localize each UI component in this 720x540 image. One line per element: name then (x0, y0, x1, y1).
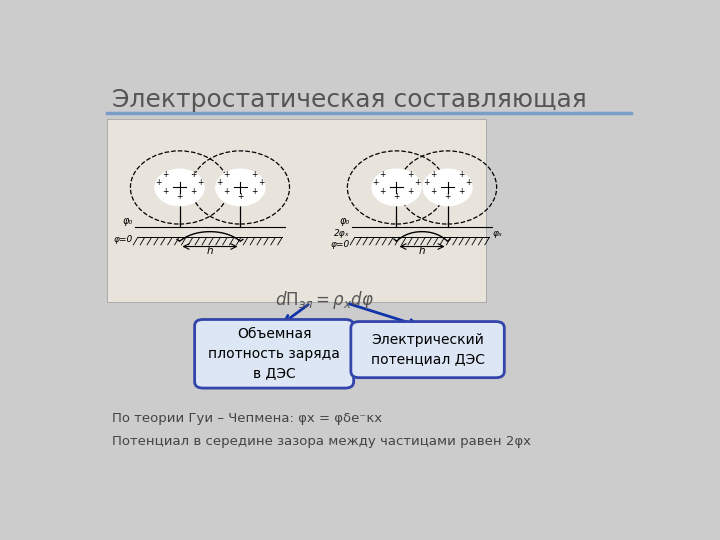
Circle shape (155, 169, 204, 206)
Text: +: + (431, 171, 437, 179)
Text: Объемная
плотность заряда
в ДЭС: Объемная плотность заряда в ДЭС (208, 327, 340, 380)
Circle shape (231, 180, 250, 194)
Text: По теории Гуи – Чепмена: φx = φδe⁻κx: По теории Гуи – Чепмена: φx = φδe⁻κx (112, 411, 382, 425)
Text: φ₀: φ₀ (340, 216, 350, 226)
FancyBboxPatch shape (194, 320, 354, 388)
Text: $d\Pi_{\mathit{эл}} = \rho_x d\varphi$: $d\Pi_{\mathit{эл}} = \rho_x d\varphi$ (275, 289, 374, 310)
Text: Электрический
потенциал ДЭС: Электрический потенциал ДЭС (371, 333, 485, 366)
Text: 2φₓ
φ=0: 2φₓ φ=0 (330, 230, 350, 249)
Text: +: + (379, 171, 386, 179)
Text: φ₀: φ₀ (122, 216, 133, 226)
Text: +: + (176, 192, 183, 201)
Text: +: + (408, 187, 413, 196)
Text: +: + (258, 178, 265, 187)
Text: +: + (372, 178, 379, 187)
Text: +: + (408, 171, 413, 179)
Text: h: h (419, 246, 426, 256)
FancyBboxPatch shape (107, 119, 486, 302)
Text: h: h (207, 246, 213, 256)
Text: +: + (163, 171, 168, 179)
Text: +: + (466, 178, 472, 187)
Text: +: + (216, 178, 222, 187)
Text: Потенциал в середине зазора между частицами равен 2φx: Потенциал в середине зазора между частиц… (112, 435, 531, 448)
Text: Электростатическая составляющая: Электростатическая составляющая (112, 87, 587, 112)
Text: +: + (251, 187, 258, 196)
Circle shape (170, 180, 189, 194)
Text: +: + (393, 192, 400, 201)
Text: +: + (423, 178, 430, 187)
Text: +: + (163, 187, 168, 196)
Text: +: + (379, 187, 386, 196)
Text: +: + (459, 187, 464, 196)
Text: +: + (190, 171, 197, 179)
Circle shape (372, 169, 421, 206)
Text: +: + (223, 171, 230, 179)
Circle shape (216, 169, 265, 206)
Circle shape (438, 180, 457, 194)
Circle shape (387, 180, 406, 194)
Text: +: + (190, 187, 197, 196)
Text: +: + (459, 171, 464, 179)
FancyBboxPatch shape (351, 321, 504, 377)
Text: φₓ: φₓ (492, 229, 503, 238)
Text: +: + (431, 187, 437, 196)
Text: φ=0: φ=0 (114, 235, 133, 244)
Text: +: + (251, 171, 258, 179)
Text: +: + (197, 178, 204, 187)
Text: +: + (237, 192, 243, 201)
Text: +: + (444, 192, 451, 201)
Circle shape (423, 169, 472, 206)
Text: +: + (415, 178, 421, 187)
Text: +: + (223, 187, 230, 196)
Text: +: + (155, 178, 161, 187)
